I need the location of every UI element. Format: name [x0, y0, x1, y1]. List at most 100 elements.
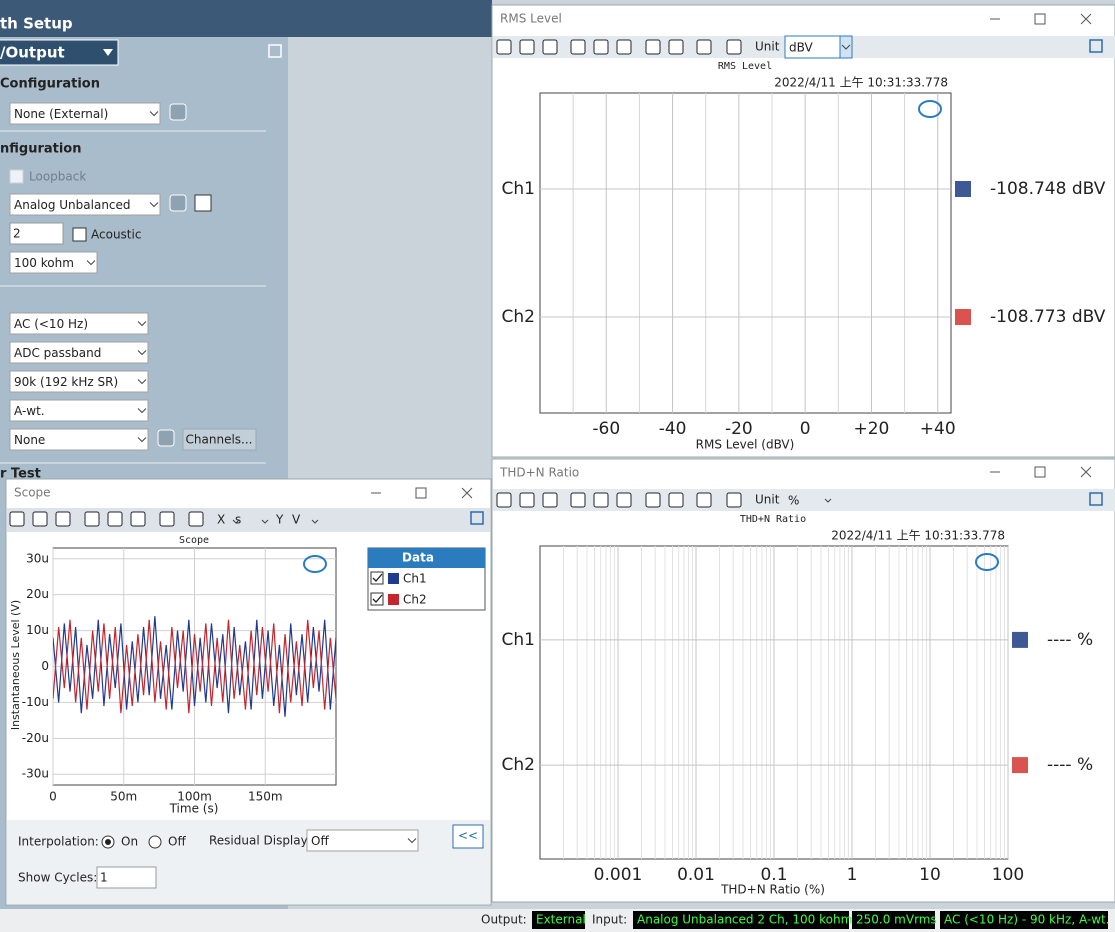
toolbar-icon[interactable]: [593, 39, 609, 55]
toolbar-icon[interactable]: [130, 511, 146, 527]
x-axis-label: Time (s): [169, 802, 219, 816]
x-tick-label: 0.1: [760, 865, 787, 885]
x-tick-label: -20: [725, 419, 753, 439]
radio-dot: [105, 839, 111, 845]
toolbar-icon[interactable]: [668, 39, 684, 55]
toolbar-icon[interactable]: [570, 492, 586, 508]
chart-title: THD+N Ratio: [740, 514, 806, 525]
panel-title: th Setup: [0, 15, 73, 33]
dropdown[interactable]: [9, 341, 149, 364]
maximize-button[interactable]: [415, 487, 427, 499]
dropdown-chevron: [841, 44, 851, 50]
gear-icon[interactable]: [169, 103, 187, 121]
cycles-label: Show Cycles:: [18, 871, 97, 885]
collapse-button[interactable]: [452, 824, 484, 849]
toolbar-icon[interactable]: [616, 492, 632, 508]
toolbar-icon[interactable]: [668, 492, 684, 508]
loopback-checkbox[interactable]: [9, 169, 24, 184]
popout-icon[interactable]: [470, 511, 484, 525]
toolbar-icon[interactable]: [645, 492, 661, 508]
toolbar-icon[interactable]: [726, 39, 742, 55]
toolbar-icon[interactable]: [188, 511, 204, 527]
toolbar-icon[interactable]: [696, 492, 712, 508]
gear-icon[interactable]: [169, 194, 187, 212]
toolbar-icon[interactable]: [32, 511, 48, 527]
x-tick-label: 50m: [110, 790, 137, 804]
dropdown-button[interactable]: [839, 35, 853, 59]
popout-icon[interactable]: [1089, 39, 1103, 53]
info-icon[interactable]: [194, 194, 212, 212]
interpolation-label: Interpolation:: [18, 835, 99, 849]
toolbar-icon[interactable]: [645, 39, 661, 55]
toolbar-icon[interactable]: [107, 511, 123, 527]
legend-checkbox[interactable]: [370, 571, 384, 585]
radio-off-label: Off: [168, 835, 186, 849]
dropdown-chevron: [137, 408, 147, 414]
legend-swatch: [1012, 631, 1028, 648]
radio-off[interactable]: [148, 835, 162, 849]
acoustic-checkbox[interactable]: [72, 227, 87, 242]
window-title: RMS Level: [500, 12, 562, 26]
dropdown-text: None: [14, 433, 45, 447]
dropdown[interactable]: [9, 193, 161, 216]
toolbar-icon[interactable]: [496, 492, 512, 508]
dropdown[interactable]: [9, 312, 149, 335]
dropdown[interactable]: [9, 428, 149, 451]
toolbar-icon[interactable]: [84, 511, 100, 527]
channels-button[interactable]: [182, 428, 257, 451]
toolbar-icon[interactable]: [726, 492, 742, 508]
toolbar-icon[interactable]: [55, 511, 71, 527]
radio-on-label: On: [121, 835, 138, 849]
maximize-button[interactable]: [1034, 13, 1046, 25]
value-label: -108.773 dBV: [990, 307, 1106, 327]
legend-swatch: [1012, 757, 1028, 774]
toolbar-icon[interactable]: [496, 39, 512, 55]
close-button[interactable]: [1080, 13, 1092, 25]
toolbar-icon[interactable]: [542, 39, 558, 55]
legend-swatch: [955, 309, 971, 325]
gear-icon[interactable]: [157, 429, 175, 447]
toolbar-icon[interactable]: [542, 492, 558, 508]
toolbar-icon[interactable]: [159, 511, 175, 527]
toolbar-icon[interactable]: [696, 39, 712, 55]
popout-icon[interactable]: [268, 44, 282, 58]
channel-count: 2: [13, 227, 21, 241]
dropdown-chevron: [407, 838, 417, 844]
y-axis-label: Instantaneous Level (V): [9, 600, 22, 730]
toolbar-icon[interactable]: [519, 492, 535, 508]
status-field: [852, 911, 935, 929]
channel-spinner[interactable]: [9, 222, 64, 245]
legend-label: Ch2: [403, 593, 427, 607]
toolbar-icon[interactable]: [519, 39, 535, 55]
y-unit-label: Y: [275, 513, 284, 527]
dropdown-chevron: [149, 202, 159, 208]
toolbar-icon[interactable]: [616, 39, 632, 55]
dropdown-text: None (External): [14, 107, 108, 121]
x-tick-label: -60: [592, 419, 620, 439]
y-tick-label: -20u: [22, 731, 49, 745]
legend-checkbox[interactable]: [370, 592, 384, 606]
dropdown[interactable]: [9, 399, 149, 422]
toolbar-icon[interactable]: [570, 39, 586, 55]
unit-label: Unit: [755, 40, 780, 54]
ap-logo: [918, 100, 942, 118]
dropdown[interactable]: [9, 102, 161, 125]
toolbar-icon[interactable]: [9, 511, 25, 527]
legend-check: [372, 594, 383, 603]
dropdown-chevron: [311, 519, 319, 524]
output-select[interactable]: [0, 39, 119, 66]
legend-swatch: [955, 181, 971, 197]
status-field: [940, 911, 1108, 929]
close-button[interactable]: [461, 487, 473, 499]
cycles-spinner[interactable]: [96, 866, 157, 889]
y-tick-label: 30u: [26, 551, 49, 565]
maximize-button[interactable]: [1034, 466, 1046, 478]
close-button[interactable]: [1080, 466, 1092, 478]
dropdown[interactable]: [9, 251, 98, 274]
timestamp: 2022/4/11 上午 10:31:33.778: [831, 529, 1005, 543]
popout-icon[interactable]: [1089, 492, 1103, 506]
dropdown[interactable]: [306, 829, 419, 852]
dropdown[interactable]: [9, 370, 149, 393]
toolbar-icon[interactable]: [593, 492, 609, 508]
